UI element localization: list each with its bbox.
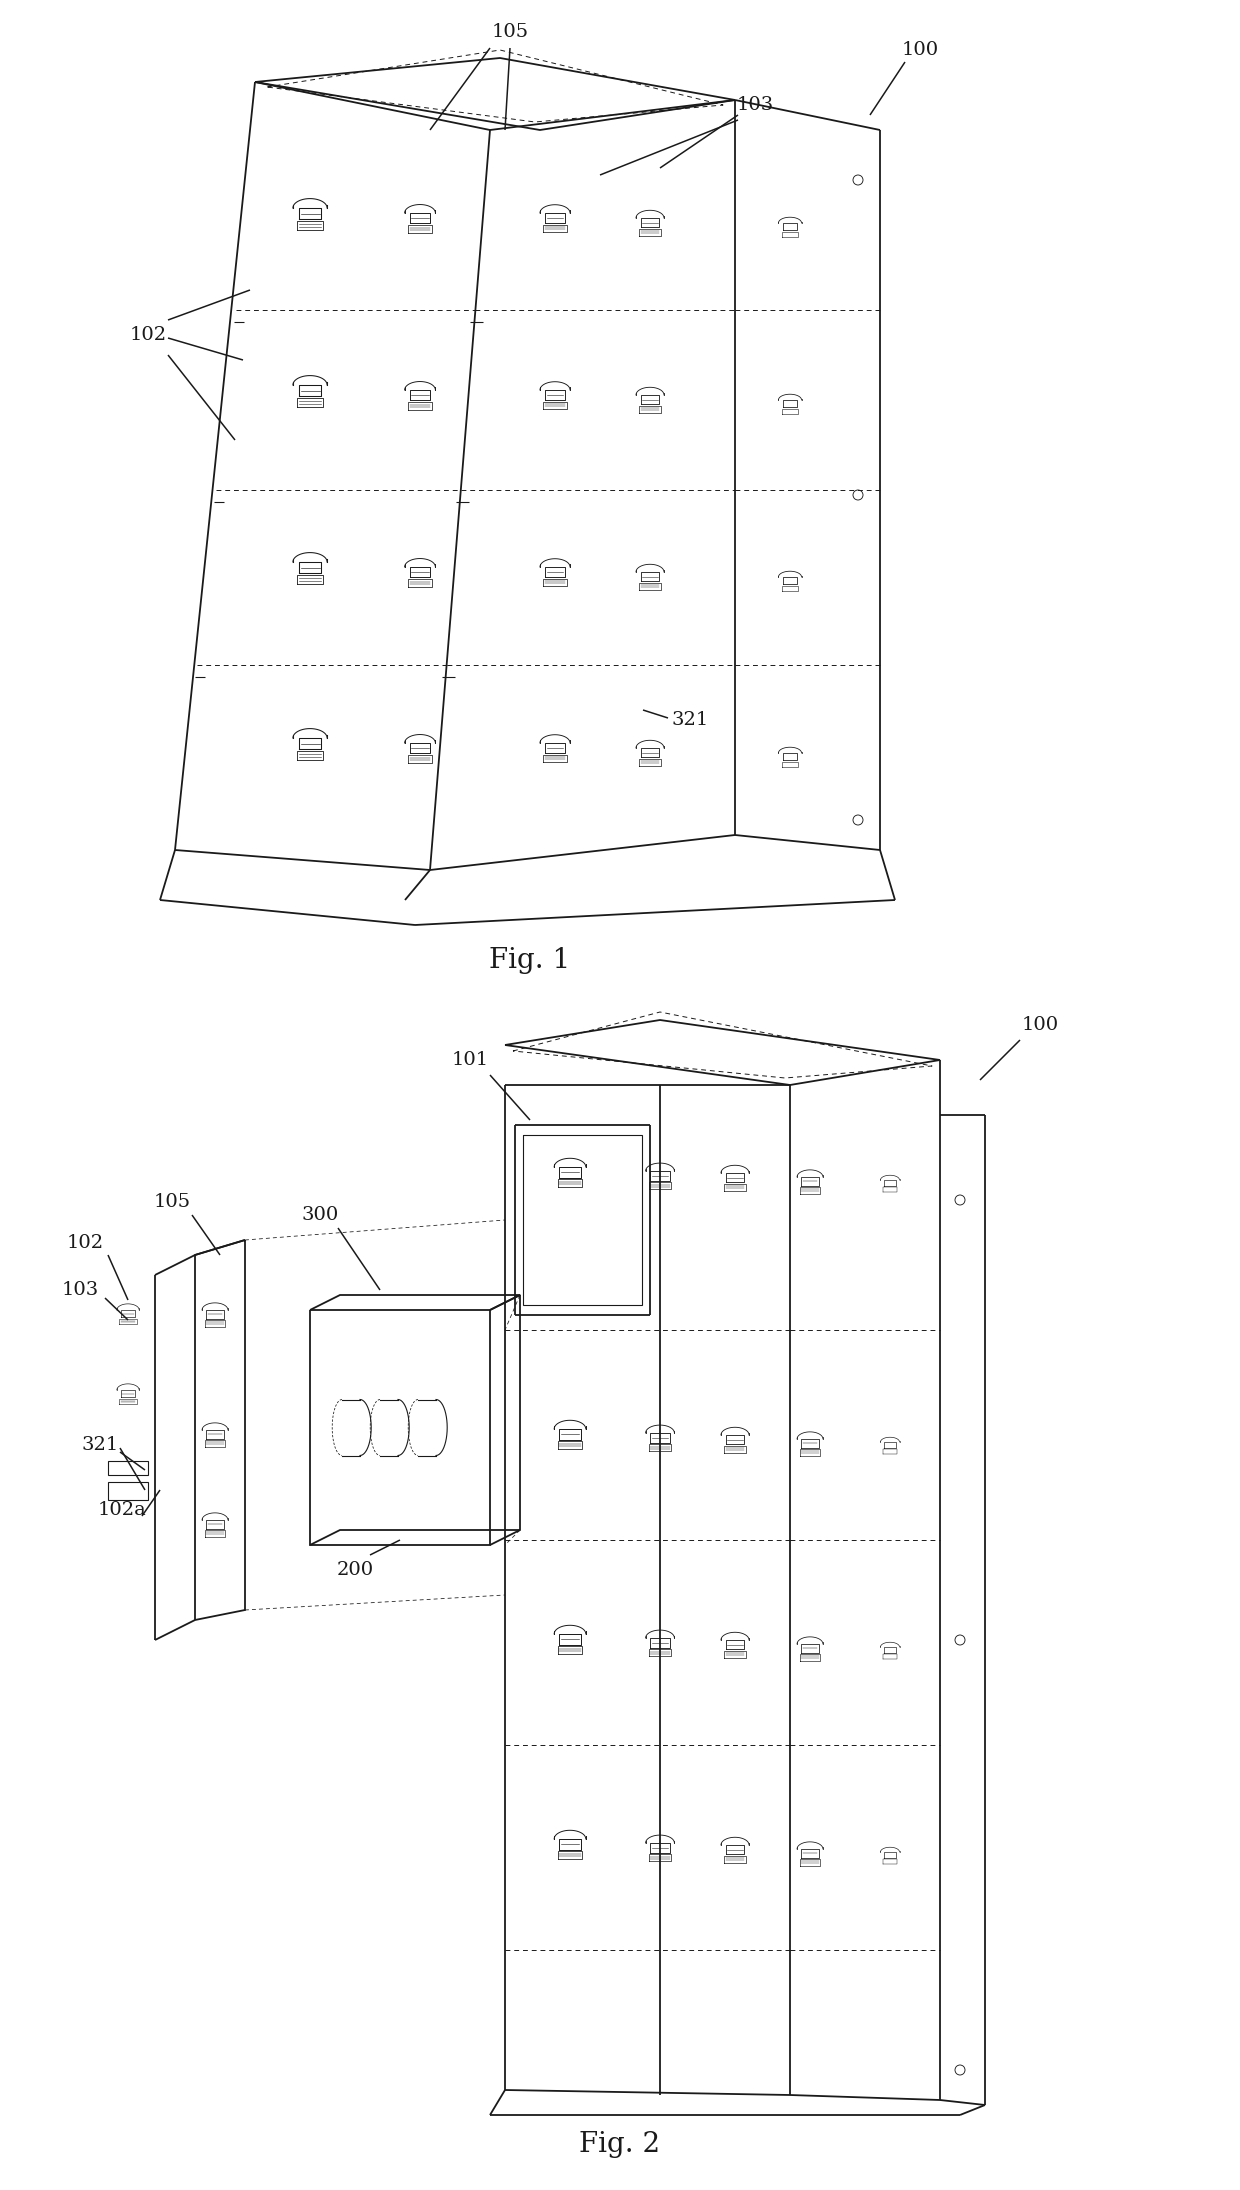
Text: Fig. 1: Fig. 1 xyxy=(490,946,570,975)
Text: 103: 103 xyxy=(737,96,774,114)
Text: 105: 105 xyxy=(154,1194,191,1211)
Text: 321: 321 xyxy=(671,712,708,729)
Text: 200: 200 xyxy=(336,1561,373,1579)
Bar xyxy=(108,1461,148,1476)
Text: 300: 300 xyxy=(301,1207,339,1224)
Text: 100: 100 xyxy=(901,42,939,59)
Text: Fig. 2: Fig. 2 xyxy=(579,2131,661,2159)
Text: 103: 103 xyxy=(61,1281,99,1299)
Text: 102: 102 xyxy=(129,326,166,344)
Text: 102: 102 xyxy=(67,1233,104,1253)
Bar xyxy=(108,1483,148,1500)
Text: 100: 100 xyxy=(1022,1016,1059,1034)
Text: 101: 101 xyxy=(451,1051,489,1069)
Text: 105: 105 xyxy=(491,24,528,42)
Text: 321: 321 xyxy=(82,1437,119,1454)
Text: 102a: 102a xyxy=(98,1500,146,1520)
